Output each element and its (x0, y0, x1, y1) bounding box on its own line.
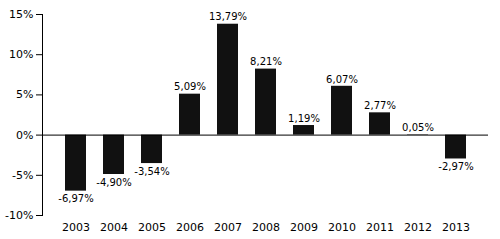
svg-text:10%: 10% (9, 48, 33, 61)
svg-text:-2,97%: -2,97% (438, 161, 473, 172)
svg-text:13,79%: 13,79% (209, 11, 247, 22)
svg-text:2007: 2007 (214, 221, 242, 234)
svg-text:-3,54%: -3,54% (134, 166, 169, 177)
svg-text:6,07%: 6,07% (326, 73, 358, 84)
svg-text:8,21%: 8,21% (250, 56, 282, 67)
svg-text:2006: 2006 (176, 221, 204, 234)
svg-text:0,05%: 0,05% (402, 122, 434, 133)
svg-text:2011: 2011 (366, 221, 394, 234)
svg-text:-10%: -10% (5, 209, 33, 222)
svg-text:2004: 2004 (100, 221, 128, 234)
svg-text:2,77%: 2,77% (364, 100, 396, 111)
svg-text:2012: 2012 (404, 221, 432, 234)
svg-text:-5%: -5% (12, 169, 33, 182)
svg-text:2013: 2013 (442, 221, 470, 234)
svg-text:-6,97%: -6,97% (58, 193, 93, 204)
svg-text:2009: 2009 (290, 221, 318, 234)
svg-text:2008: 2008 (252, 221, 280, 234)
svg-text:15%: 15% (9, 8, 33, 21)
svg-text:5%: 5% (16, 88, 33, 101)
svg-text:-4,90%: -4,90% (96, 177, 131, 188)
svg-text:2003: 2003 (62, 221, 90, 234)
svg-text:5,09%: 5,09% (174, 81, 206, 92)
svg-text:1,19%: 1,19% (288, 113, 320, 124)
svg-text:2005: 2005 (138, 221, 166, 234)
svg-text:2010: 2010 (328, 221, 356, 234)
svg-text:0%: 0% (16, 129, 33, 142)
